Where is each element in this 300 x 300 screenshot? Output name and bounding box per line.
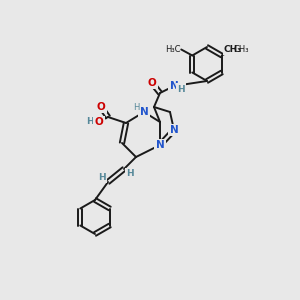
Text: N: N [169,81,178,91]
Text: O: O [94,117,103,127]
Text: N: N [140,107,148,117]
Text: CH₃: CH₃ [224,45,242,54]
Text: N: N [169,125,178,135]
Text: H: H [126,169,134,178]
Text: CH₃: CH₃ [234,45,249,54]
Text: O: O [97,102,105,112]
Text: H: H [177,85,185,94]
Text: H: H [133,103,139,112]
Text: H: H [86,118,94,127]
Text: H: H [98,172,106,182]
Text: H₃C: H₃C [165,45,180,54]
Text: O: O [148,78,156,88]
Text: N: N [156,140,164,150]
